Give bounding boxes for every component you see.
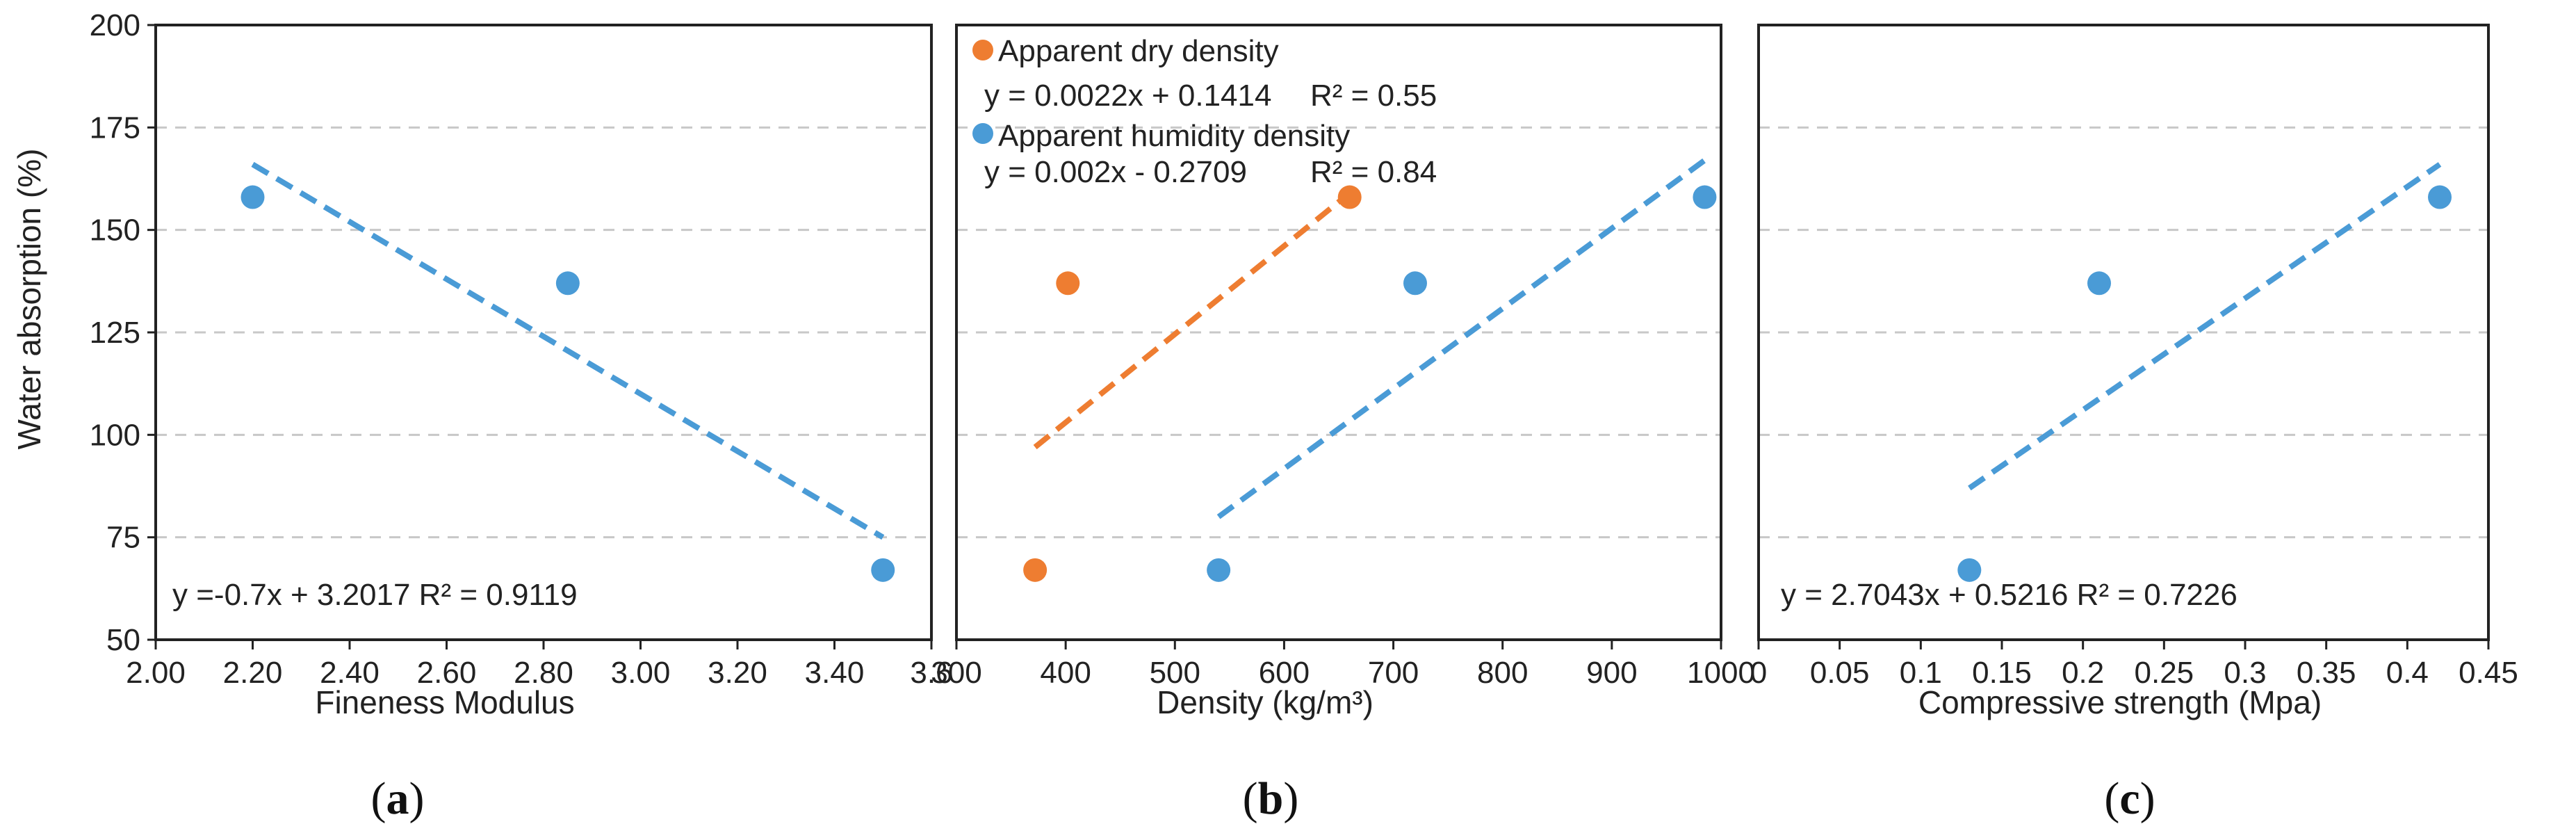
panel-c-data-point (2428, 185, 2452, 209)
panel-a-y-ticks: 50 75 100 125 150 175 200 (90, 8, 156, 657)
y-tick-label: 75 (106, 521, 140, 555)
panel-c-label: (c) (2104, 773, 2155, 824)
panel-c-points (1957, 185, 2452, 582)
panel-c-trendline-0 (1968, 162, 2442, 491)
panel-b-trendline-0 (1033, 191, 1352, 450)
panel-a-grid (156, 126, 931, 539)
panel-b-x-axis-title: Density (kg/m³) (1157, 684, 1373, 720)
panel-a-data-point (555, 271, 580, 296)
panel-b-x-ticks: 300 400 500 600 700 800 900 1000 (931, 640, 1755, 690)
panel-c: 0 0.05 0.1 0.15 0.2 0.25 0.3 0.35 0.4 0.45 Compre… (1750, 24, 2518, 824)
x-tick-label: 0 (1750, 656, 1767, 690)
x-tick-label: 0.1 (1900, 656, 1942, 690)
panel-c-x-axis-title: Compressive strength (Mpa) (1918, 684, 2322, 720)
y-axis-title: Water absorption (%) (11, 149, 47, 450)
legend-dry-equation: y = 0.0022x + 0.1414 (984, 79, 1271, 113)
panel-b-label-letter: b (1258, 773, 1284, 824)
x-tick-label: 0.35 (2297, 656, 2356, 690)
x-tick-label: 1000 (1687, 656, 1755, 690)
panel-c-trendlines (1968, 162, 2442, 491)
y-tick-label: 100 (90, 418, 140, 452)
x-tick-label: 2.00 (126, 656, 186, 690)
legend-humidity-label: Apparent humidity density (998, 119, 1350, 153)
x-tick-label: 0.05 (1810, 656, 1870, 690)
panel-b-frame (955, 24, 1722, 641)
y-tick-label: 150 (90, 213, 140, 248)
panel-b-data-point (1056, 271, 1080, 296)
panel-b-data-point (1337, 185, 1362, 209)
panel-c-data-point (2087, 271, 2111, 296)
panel-a-plot-frame (154, 24, 933, 641)
panel-a-trendlines (251, 161, 885, 540)
panel-c-plot-frame (1757, 24, 2490, 641)
panel-a-trendline-0 (251, 161, 885, 540)
panel-b: 300 400 500 600 700 800 900 1000 Density (kg/m³… (931, 24, 1755, 824)
panel-a: 50 75 100 125 150 175 200 2.00 2.20 2.40 2.60 2.80… (90, 8, 953, 824)
x-tick-label: 0.2 (2062, 656, 2104, 690)
y-tick-label: 50 (106, 623, 140, 657)
x-tick-label: 2.80 (514, 656, 573, 690)
panel-c-frame (1757, 24, 2490, 641)
legend-humidity-r2: R² = 0.84 (1310, 155, 1437, 189)
legend-dry-label: Apparent dry density (998, 34, 1279, 68)
x-tick-label: 0.45 (2459, 656, 2518, 690)
panel-b-label: (b) (1243, 773, 1299, 824)
legend-dry-marker (972, 40, 993, 60)
x-tick-label: 700 (1368, 656, 1419, 690)
x-tick-label: 400 (1040, 656, 1091, 690)
x-tick-label: 900 (1586, 656, 1637, 690)
panel-a-x-axis-title: Fineness Modulus (315, 684, 574, 720)
panel-b-legend: Apparent dry density y = 0.0022x + 0.141… (972, 34, 1437, 189)
panel-b-trendlines (1033, 158, 1706, 519)
panel-a-equation: y =-0.7x + 3.2017 R² = 0.9119 (172, 578, 578, 612)
x-tick-label: 300 (931, 656, 981, 690)
x-tick-label: 3.40 (805, 656, 865, 690)
x-tick-label: 3.00 (611, 656, 671, 690)
x-tick-label: 3.6 (910, 656, 952, 690)
panel-c-label-letter: c (2119, 773, 2139, 824)
x-tick-label: 800 (1477, 656, 1528, 690)
panel-a-data-point (871, 558, 895, 582)
panel-b-data-point (1023, 558, 1047, 582)
x-tick-label: 2.40 (320, 656, 380, 690)
y-tick-label: 125 (90, 316, 140, 350)
panel-c-equation: y = 2.7043x + 0.5216 R² = 0.7226 (1781, 578, 2237, 612)
panel-b-trendline-1 (1216, 158, 1706, 519)
legend-dry-r2: R² = 0.55 (1310, 79, 1437, 113)
y-tick-label: 175 (90, 111, 140, 145)
panel-a-data-point (241, 185, 265, 209)
panel-a-label-letter: a (386, 773, 409, 824)
panel-a-x-ticks: 2.00 2.20 2.40 2.60 2.80 3.00 3.20 3.40 3.6 (126, 640, 953, 690)
x-tick-label: 500 (1150, 656, 1200, 690)
x-tick-label: 600 (1259, 656, 1310, 690)
panel-a-frame (154, 24, 933, 641)
legend-humidity-equation: y = 0.002x - 0.2709 (984, 155, 1247, 189)
x-tick-label: 0.15 (1972, 656, 2032, 690)
x-tick-label: 0.3 (2224, 656, 2266, 690)
panel-c-grid (1759, 126, 2488, 539)
x-tick-label: 2.20 (223, 656, 283, 690)
panel-c-x-ticks: 0 0.05 0.1 0.15 0.2 0.25 0.3 0.35 0.4 0.45 (1750, 640, 2518, 690)
x-tick-label: 0.4 (2386, 656, 2429, 690)
x-tick-label: 0.25 (2135, 656, 2194, 690)
panel-c-data-point (1957, 558, 1982, 582)
panel-a-label: (a) (371, 773, 425, 824)
panel-b-data-point (1693, 185, 1717, 209)
panel-b-data-point (1403, 271, 1427, 296)
panel-b-grid (956, 126, 1721, 539)
panel-b-data-point (1207, 558, 1231, 582)
legend-humidity-marker (972, 123, 993, 144)
panel-a-points (241, 185, 895, 582)
panel-b-points (1023, 185, 1717, 582)
x-tick-label: 3.20 (708, 656, 767, 690)
y-tick-label: 200 (90, 8, 140, 42)
panel-b-plot-frame (955, 24, 1722, 641)
x-tick-label: 2.60 (417, 656, 477, 690)
